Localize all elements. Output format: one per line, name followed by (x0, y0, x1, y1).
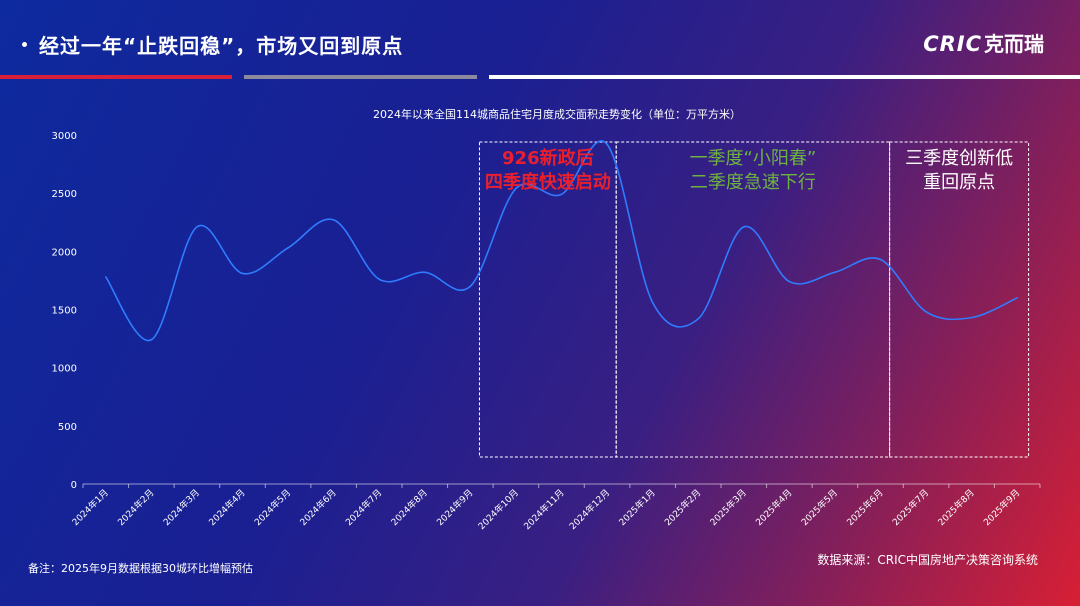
annotation-label: 重回原点 (923, 172, 995, 193)
x-tick-label: 2024年1月 (69, 487, 110, 528)
x-axis: 2024年1月 2024年2月 2024年3月 2024年4月 2024年5月 2024年… (69, 483, 1041, 533)
x-tick-label: 2025年2月 (662, 487, 703, 528)
data-source: 数据来源：CRIC中国房地产决策咨询系统 (817, 553, 1038, 567)
series-layer (104, 140, 1019, 342)
data-point (241, 272, 244, 275)
x-tick-label: 2025年5月 (799, 487, 840, 528)
data-point (925, 311, 927, 313)
header-divider-red (0, 75, 232, 79)
annotation-label: 四季度快速启动 (485, 171, 611, 193)
bullet-icon (22, 42, 27, 47)
page-title: 经过一年“止跌回稳”，市场又回到原点 (22, 30, 403, 59)
x-tick-label: 2025年7月 (890, 487, 931, 528)
data-point (879, 258, 882, 261)
data-point (651, 301, 654, 304)
y-tick-label: 2000 (52, 247, 77, 258)
x-tick-label: 2025年1月 (616, 487, 657, 528)
annotation-label: 一季度“小阳春” (690, 148, 817, 169)
series-line (105, 140, 1018, 342)
y-tick-label: 3000 (52, 131, 77, 142)
header-divider-white (489, 75, 1080, 79)
annotation-box (889, 141, 1030, 458)
data-point (742, 226, 745, 228)
x-tick-label: 2024年9月 (434, 487, 475, 528)
header-divider-gray (244, 75, 477, 79)
chart-title: 2024年以来全国114城商品住宅月度成交面积走势变化（单位：万平方米） (373, 107, 741, 121)
x-tick-label: 2025年3月 (707, 487, 748, 528)
data-point (196, 226, 198, 228)
x-tick-label: 2025年6月 (844, 487, 885, 528)
annotation-boxes (478, 141, 1030, 458)
data-point (834, 271, 836, 274)
y-tick-label: 2500 (52, 189, 77, 200)
data-point (332, 219, 335, 221)
data-point (697, 318, 700, 320)
x-tick-label: 2024年2月 (115, 487, 156, 528)
data-point (788, 280, 791, 283)
annotation-label: 二季度急速下行 (690, 172, 816, 193)
x-tick-label: 2024年8月 (388, 487, 429, 528)
data-point (287, 247, 289, 249)
logo-latin: CRIC (923, 32, 982, 56)
data-point (469, 285, 472, 288)
x-tick-label: 2025年8月 (935, 487, 976, 528)
y-tick-label: 500 (58, 422, 77, 433)
x-tick-label: 2025年4月 (753, 487, 794, 528)
data-point (560, 193, 563, 196)
data-point (378, 278, 381, 281)
x-tick-label: 2024年11月 (521, 487, 567, 533)
page-header: 经过一年“止跌回稳”，市场又回到原点 CRIC 克而瑞 (0, 0, 1080, 80)
data-point (104, 276, 107, 278)
logo-cjk: 克而瑞 (984, 32, 1044, 56)
cric-logo: CRIC 克而瑞 (923, 28, 1044, 57)
data-point (423, 271, 426, 274)
x-tick-label: 2024年3月 (161, 487, 202, 528)
y-tick-label: 1000 (52, 364, 77, 375)
x-tick-label: 2024年12月 (567, 487, 613, 533)
annotation-box (478, 141, 617, 458)
x-tick-label: 2024年10月 (476, 487, 522, 533)
page-title-text: 经过一年“止跌回稳”，市场又回到原点 (39, 34, 404, 58)
y-tick-label: 0 (71, 480, 77, 491)
line-chart: 2024年以来全国114城商品住宅月度成交面积走势变化（单位：万平方米） 0 50… (52, 107, 1041, 533)
x-tick-label: 2024年7月 (343, 487, 384, 528)
x-tick-label: 2025年9月 (981, 487, 1022, 528)
x-tick-label: 2024年4月 (206, 487, 247, 528)
data-point (515, 187, 517, 190)
data-point (150, 338, 153, 341)
annotation-label: 926新政后 (502, 147, 594, 169)
footnote: 备注：2025年9月数据根据30城环比增幅预估 (28, 562, 253, 575)
x-tick-label: 2024年5月 (252, 487, 293, 528)
data-point (606, 143, 608, 146)
annotation-label: 三季度创新低 (905, 148, 1013, 169)
x-tick-label: 2024年6月 (297, 487, 338, 528)
y-axis: 0 500 1000 1500 2000 2500 3000 (52, 131, 77, 491)
data-point (970, 316, 973, 319)
data-point (1016, 297, 1019, 299)
y-tick-label: 1500 (52, 306, 77, 317)
